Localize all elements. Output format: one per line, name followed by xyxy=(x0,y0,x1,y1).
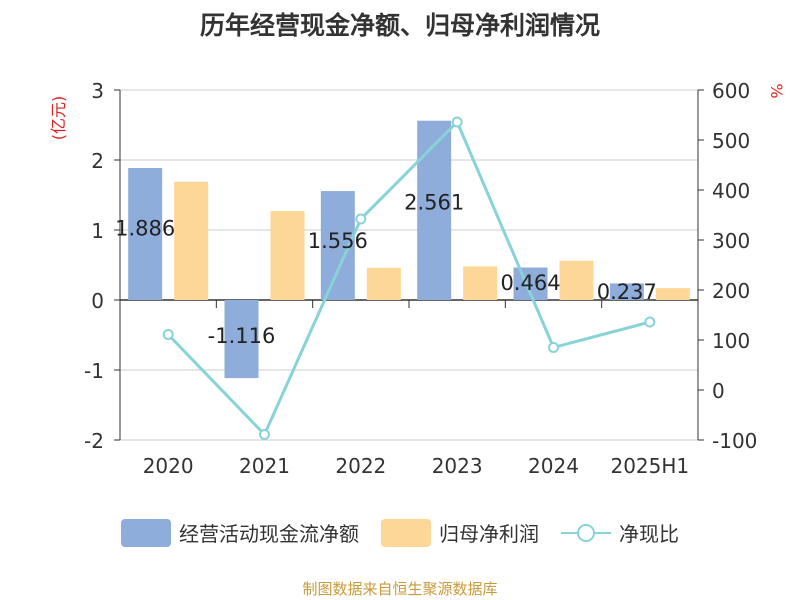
y-left-tick-label: -2 xyxy=(84,429,104,453)
ratio-line-path xyxy=(167,119,651,438)
y-right-tick-label: 100 xyxy=(712,329,750,353)
left-axis-unit: (亿元) xyxy=(49,96,68,141)
legend-swatch-cashflow xyxy=(121,518,171,547)
x-tick-label: 2022 xyxy=(335,454,386,478)
ratio-point xyxy=(259,429,270,440)
legend-swatch-ratio xyxy=(561,519,611,547)
legend-label-cashflow: 经营活动现金流净额 xyxy=(179,522,359,546)
ratio-point xyxy=(355,213,367,225)
legend-item-cashflow[interactable]: 经营活动现金流净额 xyxy=(121,518,359,547)
right-axis-unit: % xyxy=(767,83,786,98)
y-left-tick-label: 2 xyxy=(91,149,104,173)
y-left-tick-label: -1 xyxy=(84,359,104,383)
bar-marks xyxy=(128,120,690,379)
net-profit-bar xyxy=(559,260,594,300)
x-tick-label: 2020 xyxy=(143,454,194,478)
ratio-line xyxy=(162,116,656,440)
y-right-tick-label: 0 xyxy=(712,379,725,403)
net-profit-bar xyxy=(463,266,498,300)
cashflow-data-label: 1.556 xyxy=(308,229,368,253)
legend-item-ratio[interactable]: 净现比 xyxy=(561,518,679,547)
y-right-tick-label: 600 xyxy=(712,79,750,103)
y-left-tick-label: 3 xyxy=(91,79,104,103)
x-tick-label: 2021 xyxy=(239,454,290,478)
data-labels: 1.886 -1.116 1.556 2.561 0.464 0.237 xyxy=(115,190,657,348)
cashflow-data-label: 2.561 xyxy=(404,190,464,214)
ratio-point xyxy=(451,116,463,128)
x-tick-label: 2025H1 xyxy=(610,454,689,478)
legend-label-ratio: 净现比 xyxy=(619,522,679,546)
source-note: 制图数据来自恒生聚源数据库 xyxy=(302,580,498,598)
ratio-point xyxy=(644,316,656,328)
x-tick-label: 2023 xyxy=(432,454,483,478)
legend-item-net-profit[interactable]: 归母净利润 xyxy=(381,518,539,547)
y-left-tick-label: 1 xyxy=(91,219,104,243)
ratio-point xyxy=(548,342,559,353)
legend-label-net-profit: 归母净利润 xyxy=(439,522,539,546)
cashflow-bar xyxy=(609,283,644,300)
chart-title: 历年经营现金净额、归母净利润情况 xyxy=(200,11,600,40)
net-profit-bar xyxy=(174,181,209,300)
cashflow-bar xyxy=(128,167,163,300)
y-right-tick-label: 400 xyxy=(712,179,750,203)
y-right-tick-label: 500 xyxy=(712,129,750,153)
legend: 经营活动现金流净额 归母净利润 净现比 xyxy=(0,518,800,547)
net-profit-bar xyxy=(270,211,305,300)
net-profit-bar xyxy=(655,288,690,300)
y-right-tick-label: 300 xyxy=(712,229,750,253)
cashflow-data-label: 0.237 xyxy=(597,280,657,304)
legend-swatch-net-profit xyxy=(381,518,431,547)
net-profit-bar xyxy=(366,267,401,300)
ratio-point xyxy=(162,329,174,340)
x-tick-label: 2024 xyxy=(528,454,579,478)
cashflow-data-label: 0.464 xyxy=(500,271,560,295)
y-right-tick-label: 200 xyxy=(712,279,750,303)
y-right-tick-label: -100 xyxy=(712,429,757,453)
cashflow-data-label: 1.886 xyxy=(115,216,175,240)
axes: 3 2 1 0 -1 -2 600 500 400 300 200 100 0 -100 2020 2021 2… xyxy=(84,79,757,478)
cashflow-bar xyxy=(417,120,452,300)
cashflow-bar xyxy=(224,300,259,379)
y-left-tick-label: 0 xyxy=(91,289,104,313)
cashflow-data-label: -1.116 xyxy=(208,324,276,348)
